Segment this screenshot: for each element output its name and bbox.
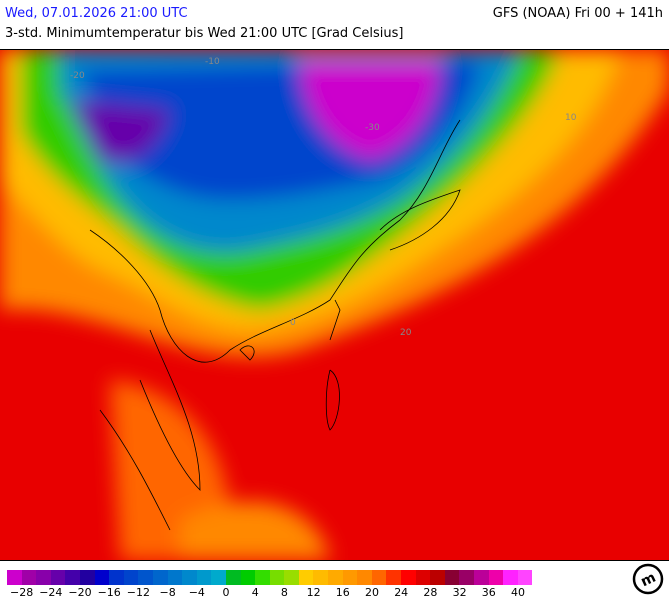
legend-swatch: [357, 570, 372, 585]
legend-ticks: −28 −24 −20 −16 −12 −8 −4 0 4 8 12 16 20 24 28 32 36 40: [0, 586, 600, 600]
legend-swatch: [444, 570, 460, 585]
legend-swatch: [123, 570, 139, 585]
legend-swatch: [371, 570, 387, 585]
legend-tick-label: 36: [481, 586, 496, 599]
contour-label: 10: [565, 113, 577, 123]
legend-swatch: [109, 570, 124, 585]
legend-tick-label: 8: [280, 586, 288, 599]
legend-swatch: [211, 570, 226, 585]
legend-tick-label: −4: [188, 586, 205, 599]
legend-tick-label: −20: [68, 586, 92, 599]
legend-tick-label: 40: [511, 586, 525, 599]
legend-tick-label: −28: [9, 586, 34, 599]
legend-swatch: [415, 570, 431, 585]
legend-swatch: [138, 570, 153, 585]
legend-swatch: [94, 570, 110, 585]
color-legend: [7, 570, 533, 585]
legend-tick-label: 32: [452, 586, 467, 599]
legend-swatch: [152, 570, 168, 585]
legend-tick-label: 28: [423, 586, 438, 599]
model-run: GFS (NOAA) Fri 00 + 141h: [492, 6, 663, 21]
legend-swatch: [50, 570, 66, 585]
legend-tick-label: 20: [365, 586, 379, 599]
contour-label: -30: [365, 123, 380, 133]
legend-swatch: [386, 570, 402, 585]
legend-swatch: [65, 570, 80, 585]
legend-swatch: [459, 570, 474, 585]
legend-swatch: [328, 570, 343, 585]
legend-tick-label: 4: [251, 586, 259, 599]
legend-swatch: [342, 570, 358, 585]
legend-swatch: [401, 570, 416, 585]
legend-swatch: [313, 570, 329, 585]
legend-swatch: [182, 570, 197, 585]
svg-text:m: m: [638, 570, 658, 591]
legend-swatch: [517, 570, 533, 585]
legend-swatch: [284, 570, 299, 585]
legend-tick-label: 12: [306, 586, 321, 599]
legend-swatch: [488, 570, 504, 585]
meteo-logo-icon: m: [632, 563, 664, 595]
legend-swatch: [269, 570, 285, 585]
legend-swatch: [503, 570, 518, 585]
legend-swatch: [255, 570, 270, 585]
contour-label: -20: [70, 71, 85, 81]
legend-tick-label: −16: [97, 586, 121, 599]
contour-label: 0: [290, 318, 296, 328]
legend-swatch: [167, 570, 183, 585]
legend-tick-label: −24: [39, 586, 63, 599]
legend-swatch: [430, 570, 445, 585]
temperature-map: -20 -10 -30 0 10 20: [0, 49, 669, 561]
parameter-title: 3-std. Minimumtemperatur bis Wed 21:00 U…: [5, 26, 404, 41]
legend-swatch: [196, 570, 212, 585]
contour-label: 20: [400, 328, 412, 338]
legend-tick-label: −8: [159, 586, 176, 599]
legend-swatch: [225, 570, 241, 585]
legend-tick-label: 24: [394, 586, 409, 599]
contour-label: -10: [205, 57, 220, 67]
legend-swatch: [298, 570, 314, 585]
legend-swatch: [240, 570, 256, 585]
legend-swatch: [21, 570, 37, 585]
legend-tick-label: 16: [335, 586, 350, 599]
legend-tick-label: 0: [222, 586, 230, 599]
legend-swatch: [36, 570, 51, 585]
valid-time: Wed, 07.01.2026 21:00 UTC: [5, 6, 188, 21]
legend-swatch: [79, 570, 95, 585]
legend-swatch: [7, 570, 22, 585]
legend-tick-label: −12: [126, 586, 150, 599]
legend-swatch: [474, 570, 489, 585]
